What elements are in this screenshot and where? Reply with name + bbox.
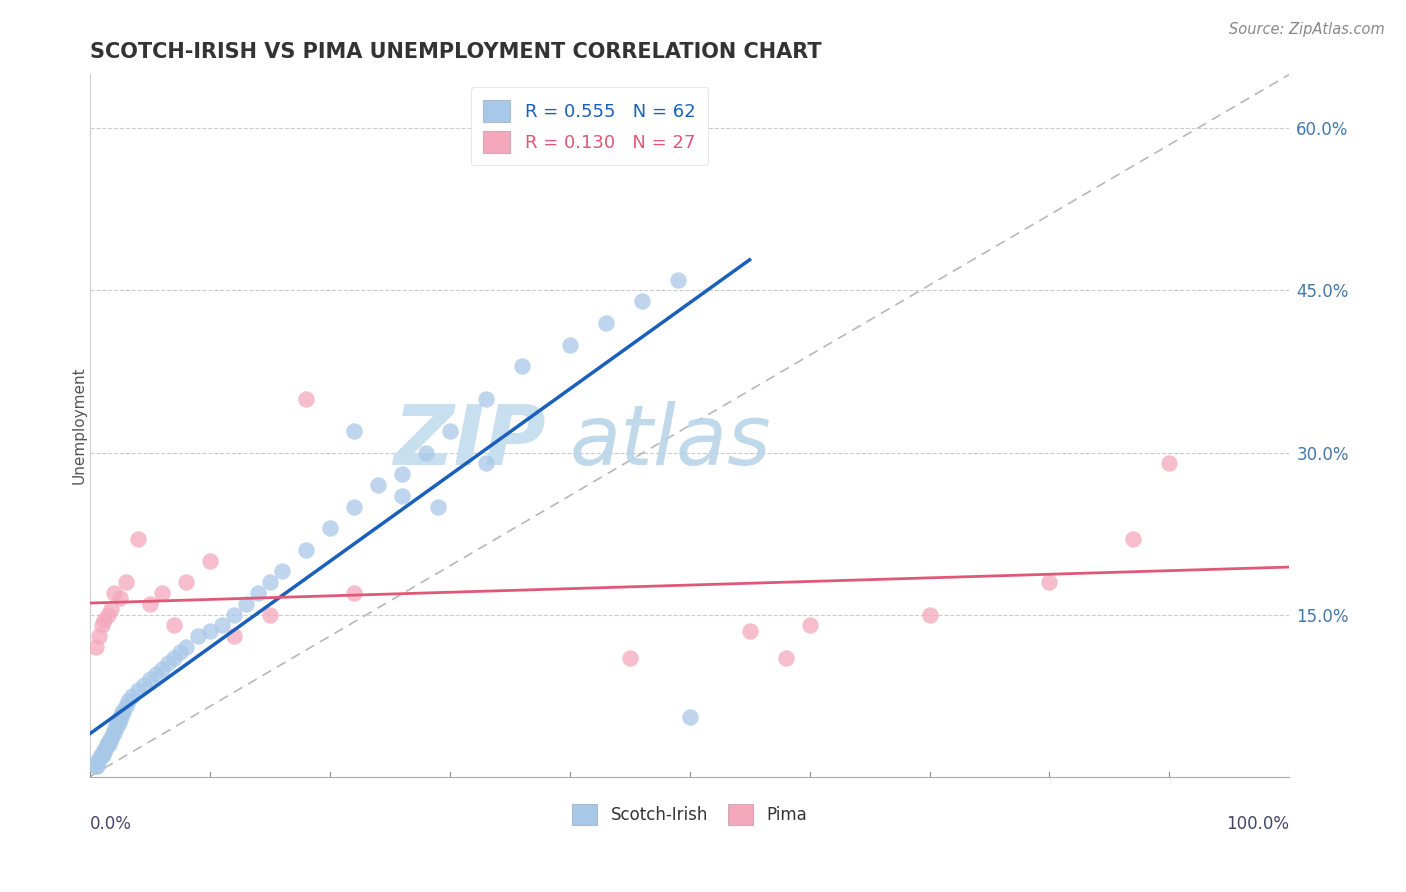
Point <box>294 542 316 557</box>
Point <box>111 705 134 719</box>
Point <box>117 694 139 708</box>
Point <box>96 737 118 751</box>
Point <box>97 607 120 622</box>
Point <box>93 742 115 756</box>
Text: ZIP: ZIP <box>394 401 546 483</box>
Point <box>100 602 122 616</box>
Point <box>132 678 155 692</box>
Point <box>86 759 108 773</box>
Point <box>98 737 121 751</box>
Point <box>103 586 125 600</box>
Point <box>114 575 136 590</box>
Point <box>156 656 179 670</box>
Point <box>391 467 413 482</box>
Point <box>174 640 197 654</box>
Point <box>127 532 149 546</box>
Point <box>211 618 233 632</box>
Point <box>666 273 689 287</box>
Point <box>105 721 128 735</box>
Point <box>150 586 173 600</box>
Point <box>112 705 135 719</box>
Point <box>1159 456 1181 470</box>
Point <box>1122 532 1144 546</box>
Point <box>107 715 129 730</box>
Point <box>343 424 366 438</box>
Point <box>150 662 173 676</box>
Point <box>187 629 209 643</box>
Text: 0.0%: 0.0% <box>90 815 132 833</box>
Point <box>367 478 389 492</box>
Point <box>270 565 292 579</box>
Point <box>169 645 191 659</box>
Point <box>107 715 129 730</box>
Point <box>775 650 797 665</box>
Point <box>94 742 117 756</box>
Point <box>108 591 131 606</box>
Point <box>89 629 111 643</box>
Point <box>145 667 167 681</box>
Text: atlas: atlas <box>569 401 772 483</box>
Legend: Scotch-Irish, Pima: Scotch-Irish, Pima <box>565 797 814 831</box>
Point <box>510 359 533 373</box>
Point <box>678 710 700 724</box>
Point <box>84 759 107 773</box>
Point <box>163 650 186 665</box>
Point <box>426 500 449 514</box>
Point <box>259 607 281 622</box>
Point <box>101 726 124 740</box>
Point <box>474 456 496 470</box>
Point <box>98 731 121 746</box>
Point <box>174 575 197 590</box>
Point <box>97 737 120 751</box>
Point <box>918 607 941 622</box>
Point <box>100 731 122 746</box>
Point <box>343 500 366 514</box>
Point <box>90 747 112 762</box>
Point <box>558 337 581 351</box>
Point <box>343 586 366 600</box>
Point <box>619 650 641 665</box>
Point <box>93 613 115 627</box>
Point <box>439 424 461 438</box>
Point <box>246 586 269 600</box>
Point <box>90 747 112 762</box>
Point <box>139 673 162 687</box>
Text: 100.0%: 100.0% <box>1226 815 1289 833</box>
Point <box>630 294 652 309</box>
Point <box>89 753 111 767</box>
Point <box>391 489 413 503</box>
Point <box>198 624 221 638</box>
Point <box>127 683 149 698</box>
Point <box>319 521 342 535</box>
Point <box>235 597 257 611</box>
Text: Source: ZipAtlas.com: Source: ZipAtlas.com <box>1229 22 1385 37</box>
Point <box>114 699 136 714</box>
Point <box>87 753 110 767</box>
Point <box>91 747 114 762</box>
Point <box>799 618 821 632</box>
Point <box>1038 575 1060 590</box>
Point <box>222 629 245 643</box>
Point <box>121 689 143 703</box>
Text: SCOTCH-IRISH VS PIMA UNEMPLOYMENT CORRELATION CHART: SCOTCH-IRISH VS PIMA UNEMPLOYMENT CORREL… <box>90 42 821 62</box>
Point <box>84 640 107 654</box>
Point <box>139 597 162 611</box>
Point <box>108 710 131 724</box>
Point <box>259 575 281 590</box>
Point <box>103 726 125 740</box>
Point <box>198 553 221 567</box>
Point <box>294 392 316 406</box>
Y-axis label: Unemployment: Unemployment <box>72 367 86 484</box>
Point <box>222 607 245 622</box>
Point <box>110 710 132 724</box>
Point <box>163 618 186 632</box>
Point <box>90 618 112 632</box>
Point <box>415 445 437 459</box>
Point <box>595 316 617 330</box>
Point <box>474 392 496 406</box>
Point <box>104 721 127 735</box>
Point <box>738 624 761 638</box>
